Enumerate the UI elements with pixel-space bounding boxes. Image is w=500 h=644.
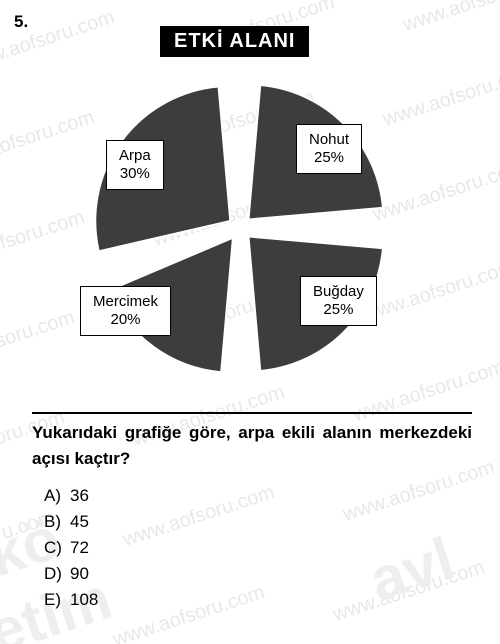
slice-name: Buğday xyxy=(313,283,364,301)
watermark: www.aofsoru.com xyxy=(120,481,277,552)
option-value: 108 xyxy=(70,590,98,609)
pie-chart: Nohut25%Buğday25%Mercimek20%Arpa30% xyxy=(70,68,410,388)
option-letter: E) xyxy=(44,590,70,610)
pie-svg xyxy=(70,68,410,388)
watermark-large: avl xyxy=(361,524,462,615)
slice-label: Arpa30% xyxy=(106,140,164,190)
option-value: 45 xyxy=(70,512,89,531)
option-value: 90 xyxy=(70,564,89,583)
option-letter: A) xyxy=(44,486,70,506)
question-text: Yukarıdaki grafiğe göre, arpa ekili alan… xyxy=(32,420,472,471)
watermark: www.aofsoru.com xyxy=(0,306,78,377)
option-letter: D) xyxy=(44,564,70,584)
answer-option[interactable]: C)72 xyxy=(44,538,98,558)
answer-option[interactable]: B)45 xyxy=(44,512,98,532)
question-number: 5. xyxy=(14,12,28,32)
divider xyxy=(32,412,472,414)
slice-label: Mercimek20% xyxy=(80,286,171,336)
option-value: 36 xyxy=(70,486,89,505)
slice-percent: 25% xyxy=(309,149,349,167)
slice-percent: 20% xyxy=(93,311,158,329)
answer-option[interactable]: E)108 xyxy=(44,590,98,610)
watermark: www.aofsoru.com xyxy=(110,581,267,644)
option-letter: C) xyxy=(44,538,70,558)
slice-percent: 30% xyxy=(119,165,151,183)
answer-option[interactable]: A)36 xyxy=(44,486,98,506)
answer-options: A)36B)45C)72D)90E)108 xyxy=(44,486,98,616)
watermark: www.aofsoru.com xyxy=(400,0,500,37)
option-value: 72 xyxy=(70,538,89,557)
slice-name: Mercimek xyxy=(93,293,158,311)
chart-title: ETKİ ALANI xyxy=(160,26,309,57)
slice-percent: 25% xyxy=(313,301,364,319)
slice-name: Arpa xyxy=(119,147,151,165)
slice-label: Nohut25% xyxy=(296,124,362,174)
option-letter: B) xyxy=(44,512,70,532)
slice-label: Buğday25% xyxy=(300,276,377,326)
watermark: www.aofsoru.com xyxy=(330,556,487,627)
answer-option[interactable]: D)90 xyxy=(44,564,98,584)
slice-name: Nohut xyxy=(309,131,349,149)
